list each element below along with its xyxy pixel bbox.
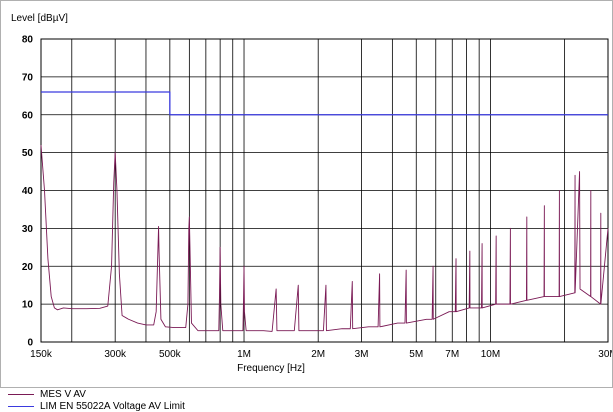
y-tick-label: 20 (22, 262, 34, 273)
legend-label-limit: LIM EN 55022A Voltage AV Limit (40, 401, 185, 412)
x-tick-label: 10M (481, 349, 500, 360)
chart-frame: Level [dBµV] Frequency [Hz] 0 10 20 30 40 50 6… (0, 0, 613, 388)
x-tick-label: 150k (30, 349, 53, 360)
series-line-limit (41, 91, 608, 116)
series-line-measurement (40, 145, 609, 332)
y-tick-label: 50 (22, 148, 34, 159)
tick-labels: 0 10 20 30 40 50 60 70 80 150k 300k 500k 1M 2M 3M 5M 7M 1… (22, 35, 612, 361)
x-tick-label: 1M (237, 349, 251, 360)
y-tick-label: 80 (22, 35, 34, 46)
series-group (40, 91, 609, 332)
legend-label-measurement: MES V AV (40, 389, 86, 400)
x-axis-label: Frequency [Hz] (237, 363, 305, 374)
y-tick-label: 40 (22, 186, 34, 197)
x-tick-label: 3M (355, 349, 369, 360)
x-tick-label: 7M (445, 349, 459, 360)
x-tick-label: 500k (159, 349, 182, 360)
x-tick-label: 300k (104, 349, 127, 360)
legend-swatch-measurement (8, 394, 34, 395)
legend-item-limit: LIM EN 55022A Voltage AV Limit (8, 401, 185, 412)
legend-item-measurement: MES V AV (8, 389, 86, 400)
emi-spectrum-chart: Level [dBµV] Frequency [Hz] 0 10 20 30 40 50 6… (11, 13, 612, 374)
y-tick-label: 60 (22, 110, 34, 121)
y-axis-label: Level [dBµV] (11, 13, 68, 24)
y-tick-label: 10 (22, 300, 34, 311)
y-tick-label: 0 (27, 338, 33, 349)
y-tick-label: 30 (22, 224, 34, 235)
x-tick-label: 5M (409, 349, 423, 360)
x-tick-label: 2M (311, 349, 325, 360)
y-tick-label: 70 (22, 72, 34, 83)
x-tick-label: 30M (598, 349, 612, 360)
legend-swatch-limit (8, 406, 34, 407)
grid (40, 38, 609, 343)
